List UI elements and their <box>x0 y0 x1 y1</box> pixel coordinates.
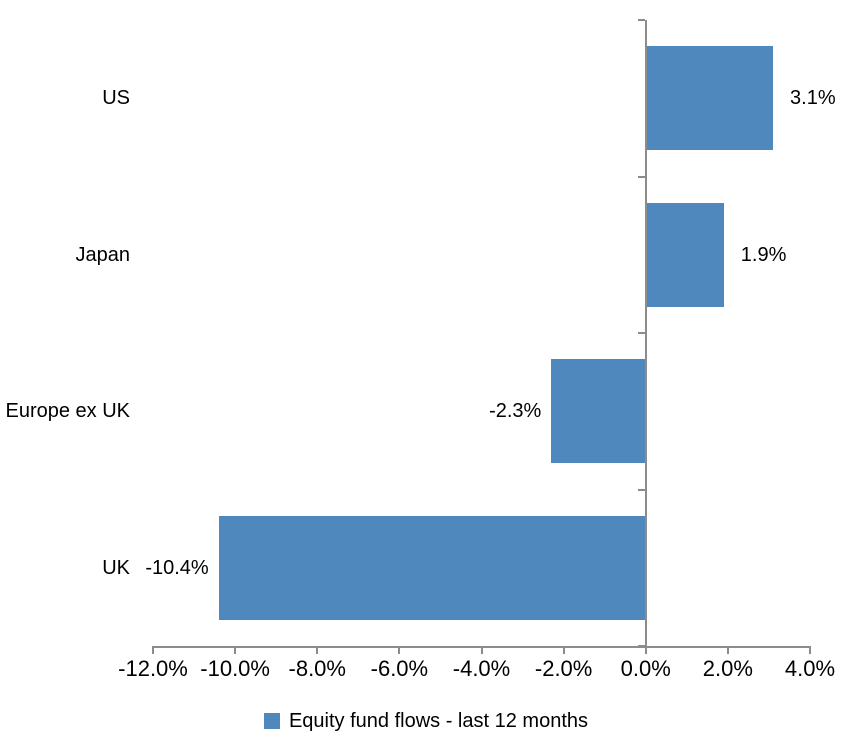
x-tick-label: 2.0% <box>702 656 753 681</box>
y-axis-line <box>644 20 647 646</box>
x-axis-tick <box>234 646 237 654</box>
y-axis-tick <box>637 332 645 334</box>
category-label: Japan <box>75 243 131 266</box>
category-label: UK <box>102 556 130 579</box>
bar-value-label: -2.3% <box>489 400 542 423</box>
y-axis-tick <box>637 175 645 178</box>
bar <box>551 359 646 464</box>
x-tick-label: -6.0% <box>370 656 429 681</box>
bar <box>218 515 646 620</box>
x-tick-label: -8.0% <box>288 656 346 681</box>
y-axis-tick <box>637 645 645 647</box>
x-axis-tick <box>316 646 319 654</box>
y-axis-tick <box>637 19 645 21</box>
x-axis-tick <box>726 646 729 654</box>
bar <box>645 202 724 307</box>
x-axis-tick <box>398 646 401 654</box>
category-label: US <box>102 87 130 110</box>
legend: Equity fund flows - last 12 months <box>0 709 852 733</box>
legend-marker-icon <box>263 713 280 729</box>
category-label: Europe ex UK <box>5 400 130 423</box>
x-axis-tick <box>644 646 647 654</box>
x-tick-label: -12.0% <box>118 656 188 681</box>
x-axis-tick <box>480 646 483 654</box>
x-axis-tick <box>152 646 154 654</box>
x-axis-tick <box>562 646 565 654</box>
bar <box>645 46 774 151</box>
y-axis-tick <box>637 488 645 491</box>
x-tick-label: 0.0% <box>620 656 671 681</box>
x-tick-label: 4.0% <box>784 656 836 681</box>
x-tick-label: -10.0% <box>200 656 270 681</box>
bar-value-label: 1.9% <box>740 243 787 266</box>
bar-value-label: -10.4% <box>145 556 209 579</box>
x-axis-tick <box>809 646 811 654</box>
x-tick-label: -4.0% <box>452 656 511 681</box>
legend-label: Equity fund flows - last 12 months <box>288 710 589 732</box>
x-tick-label: -2.0% <box>534 656 593 681</box>
bar-value-label: 3.1% <box>790 87 836 110</box>
